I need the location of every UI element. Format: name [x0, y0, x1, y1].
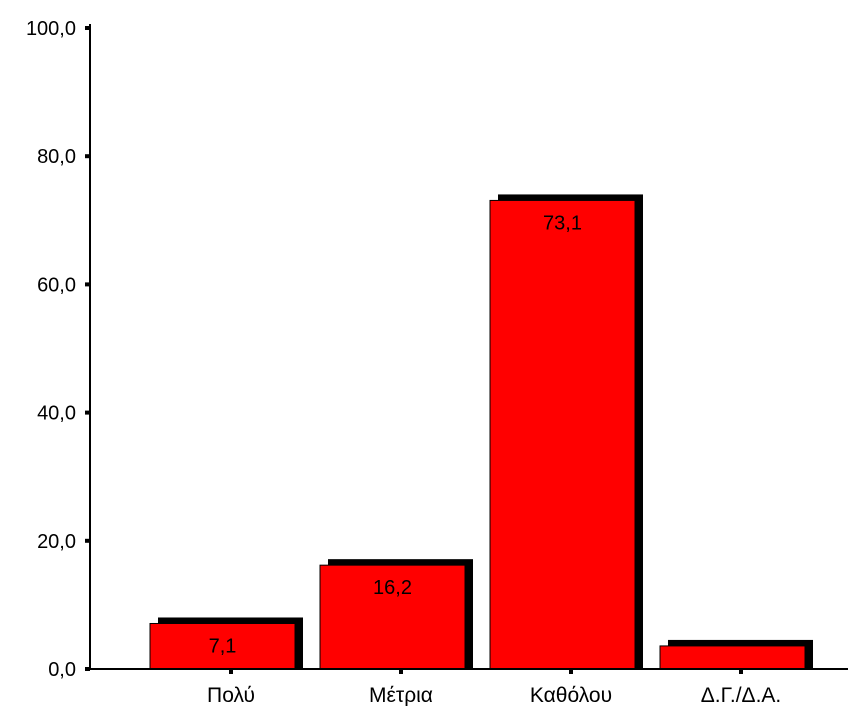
y-ticks: 0,0 20,0 40,0 60,0 80,0 100,0: [26, 18, 90, 681]
data-label: 73,1: [543, 212, 582, 234]
y-tick-label: 40,0: [37, 403, 76, 425]
bar: [319, 564, 466, 670]
y-tick-label: 60,0: [37, 274, 76, 296]
data-label: 7,1: [209, 635, 237, 657]
bar: [489, 199, 636, 670]
bar-shadows: [158, 194, 813, 668]
y-tick-label: 0,0: [48, 659, 76, 681]
x-tick-label: Μέτρια: [369, 684, 433, 706]
y-tick-label: 20,0: [37, 531, 76, 553]
bar: [149, 622, 296, 670]
data-labels: 7,1 16,2 73,1: [209, 212, 582, 657]
x-tick-label: Δ.Γ./Δ.Α.: [701, 684, 782, 706]
bars: [149, 199, 806, 670]
y-tick-label: 80,0: [37, 146, 76, 168]
x-ticks: Πολύ Μέτρια Καθόλου Δ.Γ./Δ.Α.: [207, 669, 781, 706]
bar: [659, 645, 806, 670]
x-tick-label: Καθόλου: [530, 684, 612, 706]
y-tick-label: 100,0: [26, 18, 76, 40]
x-tick-label: Πολύ: [207, 684, 255, 706]
data-label: 16,2: [373, 577, 412, 599]
